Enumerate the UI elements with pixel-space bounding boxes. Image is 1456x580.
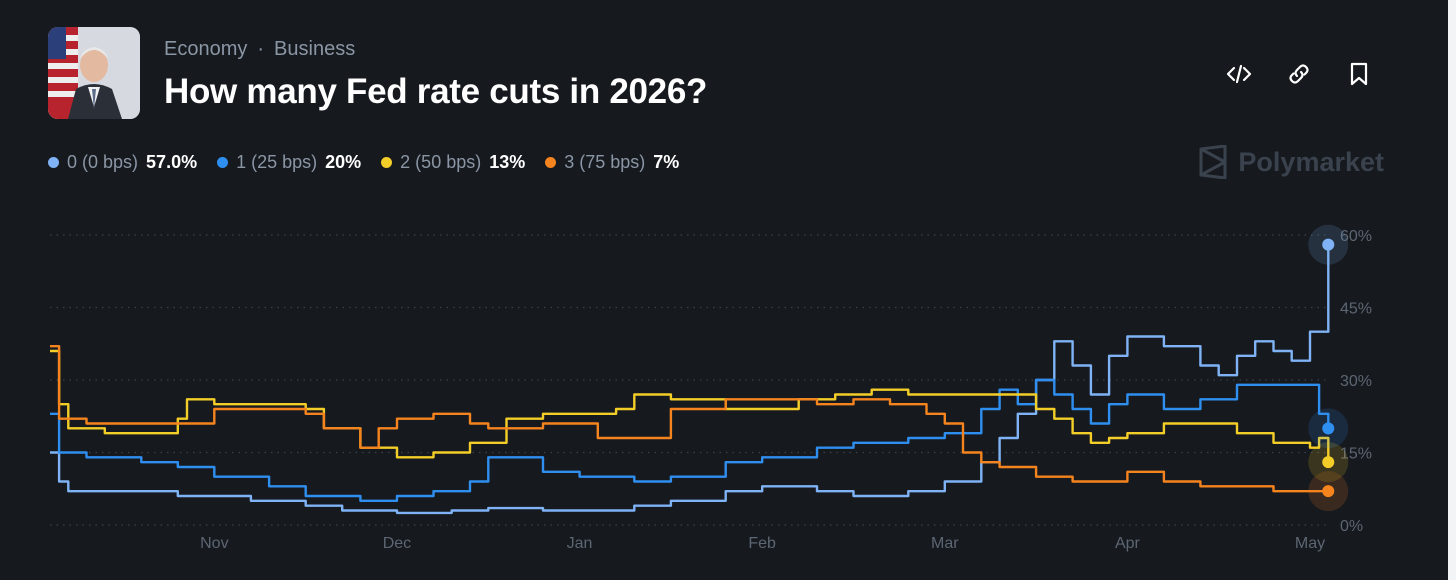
x-axis: Nov Dec Jan Feb Mar Apr May [200, 535, 1325, 552]
bookmark-icon [1350, 62, 1368, 86]
legend-label: 3 (75 bps) [564, 152, 646, 172]
x-tick-label: Dec [383, 535, 411, 552]
series-end-point-1 [1322, 422, 1335, 435]
market-photo-icon [48, 27, 140, 119]
link-icon [1289, 64, 1309, 84]
y-tick-label: 45% [1340, 301, 1372, 318]
series-line-1 [50, 378, 1330, 502]
copy-link-button[interactable] [1284, 58, 1314, 90]
legend-item-0[interactable]: 0 (0 bps) 57.0% [48, 152, 197, 173]
y-tick-label: 60% [1340, 228, 1372, 245]
legend-label: 0 (0 bps) [67, 152, 139, 172]
series-line-2 [50, 349, 1330, 463]
series-endpoints [1308, 224, 1349, 512]
polymarket-watermark: Polymarket [1198, 145, 1384, 179]
series-line-0 [50, 244, 1330, 515]
y-tick-label: 15% [1340, 446, 1372, 463]
series-end-point-2 [1322, 456, 1335, 469]
chart-series [50, 244, 1330, 515]
action-toolbar [1224, 58, 1374, 90]
y-tick-label: 30% [1340, 373, 1372, 390]
legend-item-3[interactable]: 3 (75 bps) 7% [545, 152, 679, 173]
window-edge [1448, 0, 1456, 580]
legend-dot [381, 157, 393, 168]
code-icon [1226, 64, 1252, 84]
legend-value: 13% [489, 152, 526, 172]
x-tick-label: May [1295, 535, 1325, 552]
legend-dot [545, 157, 557, 168]
legend-dot [48, 157, 59, 168]
x-tick-label: Nov [200, 535, 228, 552]
breadcrumb-separator: · [257, 38, 265, 60]
legend-item-2[interactable]: 2 (50 bps) 13% [381, 152, 525, 173]
page-title: How many Fed rate cuts in 2026? [164, 72, 708, 111]
x-tick-label: Mar [931, 535, 959, 552]
breadcrumb: Economy · Business [164, 38, 355, 61]
y-tick-label: 0% [1340, 518, 1363, 535]
category-economy-link[interactable]: Economy [164, 38, 248, 60]
chart-legend: 0 (0 bps) 57.0% 1 (25 bps) 20% 2 (50 bps… [48, 152, 679, 173]
x-tick-label: Jan [567, 535, 593, 552]
market-image [48, 27, 140, 119]
x-tick-label: Apr [1115, 535, 1141, 552]
y-axis: 0% 15% 30% 45% 60% [1340, 228, 1372, 535]
legend-value: 57.0% [146, 152, 198, 172]
series-end-point-0 [1322, 238, 1335, 251]
bookmark-button[interactable] [1344, 58, 1374, 90]
legend-dot [217, 157, 229, 168]
embed-button[interactable] [1224, 58, 1254, 90]
series-end-point-3 [1322, 485, 1335, 498]
legend-value: 20% [325, 152, 362, 172]
chart-grid [50, 234, 1330, 526]
brand-label: Polymarket [1238, 146, 1384, 177]
category-business-link[interactable]: Business [274, 38, 356, 60]
x-tick-label: Feb [748, 535, 776, 552]
polymarket-logo-icon [1199, 145, 1227, 179]
legend-label: 1 (25 bps) [236, 152, 318, 172]
legend-item-1[interactable]: 1 (25 bps) 20% [217, 152, 361, 173]
series-line-3 [50, 345, 1329, 493]
legend-label: 2 (50 bps) [400, 152, 482, 172]
legend-value: 7% [653, 152, 680, 172]
